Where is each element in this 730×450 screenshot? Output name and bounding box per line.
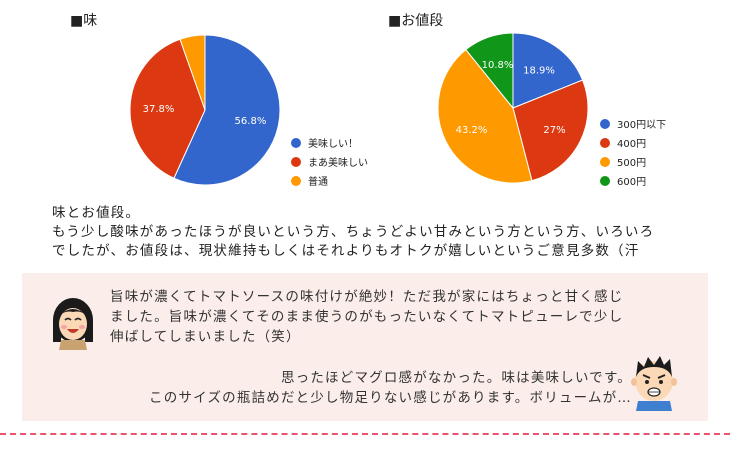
legend-marker: [291, 138, 301, 148]
legend-marker: [291, 176, 301, 186]
woman-avatar-icon: [53, 298, 93, 350]
man-comment: 思ったほどマグロ感がなかった。味は美味しいです。 このサイズの瓶詰めだと少し物足…: [62, 368, 632, 408]
legend-marker: [291, 157, 301, 167]
data-label: 43.2%: [456, 125, 488, 136]
data-label: 37.8%: [143, 104, 175, 115]
legend-label: 300円以下: [617, 120, 666, 131]
price-chart: ■お値段 18.9% 27% 43.2% 10.8% 300円以下 400円 500円 600…: [370, 0, 730, 195]
data-label: 10.8%: [482, 60, 514, 71]
price-pie-svg: 18.9% 27% 43.2% 10.8% 300円以下 400円 500円 600円: [437, 32, 666, 188]
pie-slice: [465, 32, 514, 110]
legend-marker: [600, 119, 610, 129]
legend-marker: [600, 176, 610, 186]
data-label: 18.9%: [523, 65, 555, 76]
comment-box: 旨味が濃くてトマトソースの味付けが絶妙！ただ我が家にはちょっと甘く感じ ました。…: [22, 273, 708, 421]
woman-comment: 旨味が濃くてトマトソースの味付けが絶妙！ただ我が家にはちょっと甘く感じ ました。…: [110, 287, 690, 347]
pie-slice: [179, 34, 206, 111]
data-label: 27%: [543, 125, 565, 136]
legend-marker: [600, 138, 610, 148]
chart-title: ■お値段: [388, 13, 444, 29]
comment-line: このサイズの瓶詰めだと少し物足りない感じがあります。ボリュームが…: [149, 390, 632, 406]
legend-label: 600円: [617, 177, 646, 188]
summary-line: 味とお値段。: [52, 205, 141, 221]
comment-line: 思ったほどマグロ感がなかった。味は美味しいです。: [280, 370, 632, 386]
summary-line: もう少し酸味があったほうが良いという方、ちょうどよい甘みという方という方、いろい…: [52, 224, 655, 240]
summary-text: 味とお値段。 もう少し酸味があったほうが良いという方、ちょうどよい甘みという方と…: [52, 204, 722, 261]
dashed-divider: [0, 433, 730, 435]
pie-slice: [512, 32, 584, 109]
pie-slice: [129, 38, 206, 179]
legend-label: まあ美味しい: [308, 156, 368, 169]
comment-line: 伸ばしてしまいました（笑）: [110, 329, 301, 345]
summary-line: でしたが、お値段は、現状維持もしくはそれよりもオトクが嬉しいというご意見多数（汗: [52, 243, 640, 259]
pie-slice: [173, 34, 281, 186]
legend-marker: [600, 157, 610, 167]
man-avatar-icon: [631, 356, 677, 411]
pie-slice: [512, 79, 589, 182]
comment-line: 旨味が濃くてトマトソースの味付けが絶妙！ただ我が家にはちょっと甘く感じ: [110, 289, 624, 305]
taste-chart: ■味 56.8% 37.8% 美味しい！ まあ美味しい 普通: [0, 0, 370, 195]
comment-line: ました。旨味が濃くてそのまま使うのがもったいなくてトマトピューレで少し: [110, 309, 624, 325]
legend-label: 美味しい！: [308, 137, 358, 150]
legend-label: 400円: [617, 139, 646, 150]
legend-label: 500円: [617, 158, 646, 169]
chart-title: ■味: [70, 13, 98, 29]
data-label: 56.8%: [235, 116, 267, 127]
pie-slice: [437, 48, 533, 184]
legend-label: 普通: [308, 175, 328, 188]
